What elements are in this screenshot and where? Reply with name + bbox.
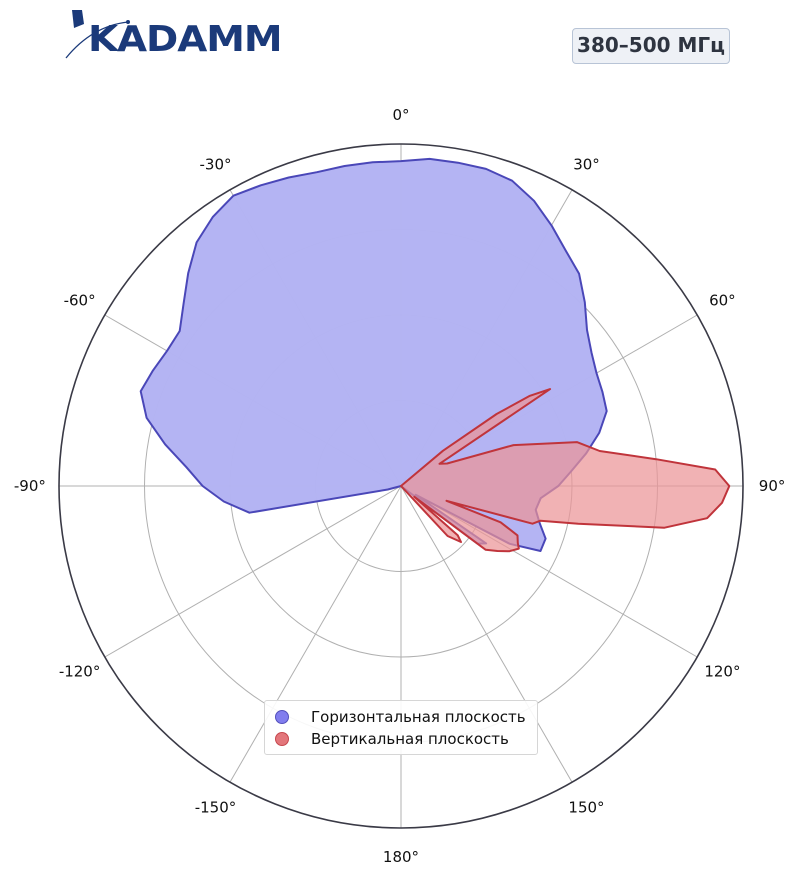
angle-tick-label: 120° (704, 663, 740, 681)
angle-tick-labels: 0° 30° 60° 90° 120° 150° 180° -150° -120° -90° -60… (14, 106, 785, 866)
outer-ring (58, 143, 744, 829)
angle-tick-label: -90° (14, 477, 46, 495)
logo-swoosh (65, 21, 129, 59)
angle-tick-label: 90° (759, 477, 786, 495)
logo-mark (72, 10, 84, 28)
angle-tick-label: 60° (709, 292, 736, 310)
legend-label-horizontal: Горизонтальная плоскость (311, 708, 526, 726)
angle-tick-label: -150° (195, 798, 237, 816)
angle-tick-label: 0° (392, 106, 409, 124)
legend-item-horizontal: Горизонтальная плоскость (275, 706, 526, 728)
angle-tick-label: -30° (200, 156, 232, 174)
kadamm-logo (65, 10, 130, 59)
legend-item-vertical: Вертикальная плоскость (275, 728, 509, 750)
logo-dot (126, 20, 130, 24)
legend-label-vertical: Вертикальная плоскость (311, 730, 509, 748)
angle-tick-label: 180° (383, 848, 419, 866)
series-layer (139, 157, 731, 553)
angle-tick-label: 150° (568, 798, 604, 816)
legend-marker-vertical (275, 732, 289, 746)
frequency-badge: 380–500 МГц (572, 28, 730, 64)
legend: Горизонтальная плоскость Вертикальная пл… (264, 700, 538, 755)
angle-tick-label: -60° (64, 292, 96, 310)
logo-text: KADAMM (88, 19, 283, 60)
angle-tick-label: 30° (573, 156, 600, 174)
legend-marker-horizontal (275, 710, 289, 724)
angle-tick-label: -120° (59, 663, 101, 681)
series-vertical-area (400, 388, 731, 553)
